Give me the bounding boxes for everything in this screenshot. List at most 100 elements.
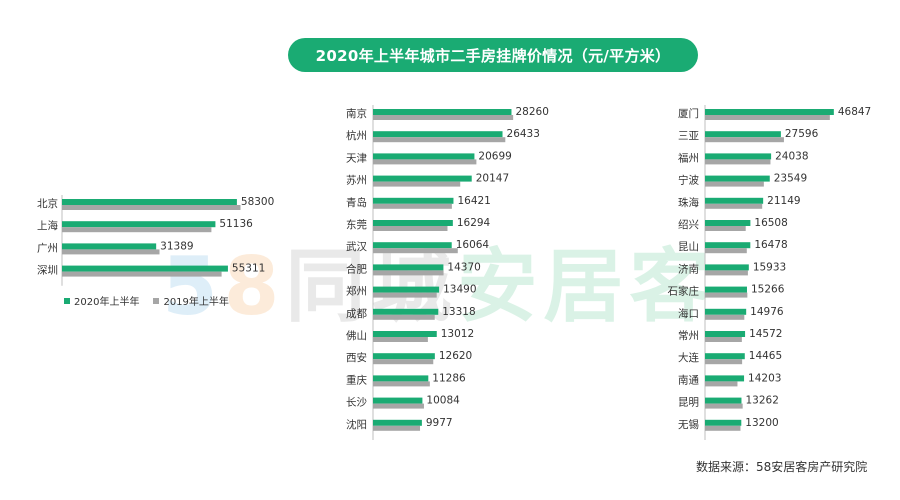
legend: 2020年上半年 2019年上半年	[64, 293, 243, 308]
bar-2019	[373, 203, 452, 209]
bar-2019	[62, 205, 241, 210]
bar-2019	[373, 403, 424, 409]
bar-2019	[705, 248, 747, 254]
bar-2020	[705, 175, 770, 182]
legend-item-2019: 2019年上半年	[153, 293, 229, 308]
value-label: 14203	[748, 372, 781, 384]
bar-2020	[705, 419, 742, 426]
category-label: 东莞	[346, 218, 367, 231]
value-label: 55311	[232, 263, 265, 275]
value-label: 51136	[219, 218, 253, 230]
value-label: 13262	[745, 395, 778, 407]
legend-label-2019: 2019年上半年	[163, 297, 229, 308]
bar-2020	[373, 264, 444, 271]
bar-2020	[705, 375, 745, 382]
value-label: 28260	[515, 106, 548, 118]
category-label: 珠海	[678, 196, 699, 209]
value-label: 27596	[785, 128, 819, 140]
value-label: 21149	[767, 195, 800, 207]
bar-2019	[705, 203, 763, 209]
bar-2019	[705, 270, 748, 276]
category-label: 天津	[346, 152, 367, 164]
bar-2019	[373, 337, 428, 342]
bar-2020	[62, 243, 157, 250]
value-label: 15266	[751, 284, 785, 296]
value-label: 9977	[426, 417, 453, 429]
bar-2020	[373, 242, 452, 249]
value-label: 14370	[447, 261, 480, 273]
category-label: 合肥	[346, 262, 367, 275]
value-label: 23549	[774, 173, 807, 185]
bar-2019	[705, 115, 830, 120]
bar-2019	[705, 292, 748, 298]
category-label: 宁波	[678, 174, 699, 187]
bar-2020	[373, 286, 440, 293]
value-label: 14465	[749, 350, 782, 362]
bar-2019	[373, 270, 444, 276]
bar-2019	[705, 314, 745, 320]
value-label: 13200	[745, 417, 778, 429]
category-label: 上海	[37, 219, 58, 232]
bar-2019	[373, 115, 514, 120]
bar-2019	[705, 381, 738, 387]
value-label: 16508	[754, 217, 787, 229]
bar-2019	[705, 181, 764, 187]
value-label: 31389	[160, 240, 193, 252]
category-label: 海口	[678, 307, 699, 320]
category-label: 广州	[37, 242, 58, 254]
category-label: 厦门	[678, 107, 699, 120]
bar-2020	[62, 221, 216, 228]
bar-2020	[373, 375, 429, 382]
bar-2020	[705, 353, 745, 360]
value-label: 16478	[754, 239, 787, 251]
bar-2020	[705, 131, 781, 138]
category-label: 长沙	[346, 397, 367, 409]
bar-2020	[705, 286, 747, 293]
bar-2019	[373, 159, 477, 165]
value-label: 13012	[441, 328, 474, 340]
category-label: 青岛	[346, 196, 367, 209]
value-label: 12620	[439, 350, 472, 362]
bar-2020	[705, 242, 751, 249]
category-label: 济南	[678, 262, 699, 275]
category-label: 佛山	[346, 329, 367, 342]
bar-2019	[705, 137, 784, 143]
bar-2019	[62, 271, 222, 277]
bar-2020	[705, 397, 742, 404]
bar-2019	[705, 403, 743, 409]
data-source: 数据来源：58安居客房产研究院	[696, 460, 868, 474]
bar-2019	[373, 292, 437, 298]
bar-2020	[62, 265, 228, 272]
legend-swatch-2019	[153, 297, 160, 304]
bar-2020	[705, 197, 764, 204]
bar-2020	[373, 353, 435, 360]
bar-2020	[373, 308, 439, 315]
category-label: 常州	[678, 329, 699, 342]
value-label: 16421	[457, 195, 490, 207]
bar-2019	[373, 425, 421, 431]
category-label: 武汉	[346, 240, 367, 253]
value-label: 24038	[775, 150, 808, 162]
bar-2019	[373, 359, 434, 365]
category-label: 北京	[37, 197, 58, 210]
category-label: 苏州	[346, 174, 367, 187]
bar-2020	[705, 331, 746, 337]
legend-item-2020: 2020年上半年	[64, 293, 139, 308]
value-label: 20147	[476, 173, 509, 185]
bar-2019	[373, 137, 506, 143]
category-label: 福州	[678, 151, 699, 164]
bar-2020	[373, 419, 422, 426]
category-label: 昆明	[678, 397, 699, 409]
bar-2020	[62, 199, 237, 205]
bar-2019	[62, 227, 212, 233]
bar-2019	[373, 248, 458, 254]
value-label: 14976	[750, 306, 784, 318]
category-label: 石家庄	[668, 285, 700, 298]
value-label: 26433	[507, 128, 540, 140]
bar-2019	[705, 425, 741, 431]
category-label: 绍兴	[678, 218, 699, 231]
category-label: 昆山	[678, 241, 699, 253]
bar-2019	[705, 159, 771, 165]
bar-2020	[373, 397, 423, 404]
